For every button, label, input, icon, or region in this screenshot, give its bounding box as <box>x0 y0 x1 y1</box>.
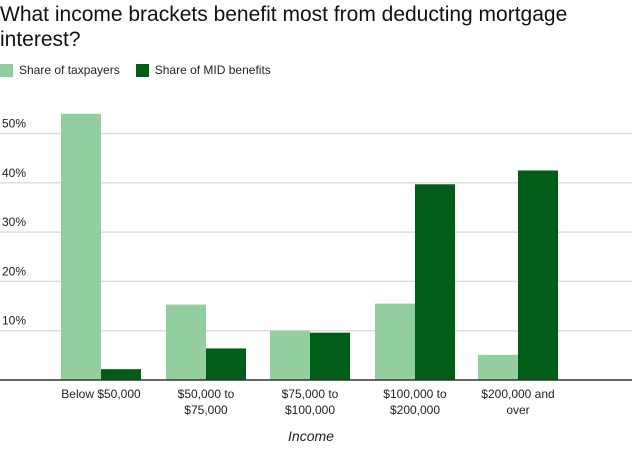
x-tick-label: $75,000 to <box>282 387 339 401</box>
bar-mid-benefits <box>518 170 558 380</box>
y-tick-label: 50% <box>2 117 26 131</box>
bar-taxpayers <box>61 113 101 380</box>
legend-item-mid-benefits: Share of MID benefits <box>135 63 271 77</box>
chart-title: What income brackets benefit most from d… <box>0 3 568 51</box>
bar-mid-benefits <box>415 184 455 380</box>
x-tick-label: $200,000 <box>390 403 440 417</box>
bar-mid-benefits <box>310 332 350 380</box>
legend-label-taxpayers: Share of taxpayers <box>19 63 120 77</box>
bar-taxpayers <box>166 304 206 380</box>
y-tick-label: 20% <box>2 264 26 278</box>
bar-taxpayers <box>375 303 415 380</box>
bar-mid-benefits <box>101 369 141 380</box>
x-tick-label: $100,000 to <box>383 387 447 401</box>
y-tick-label: 40% <box>2 166 26 180</box>
legend-label-mid-benefits: Share of MID benefits <box>154 63 271 77</box>
x-tick-label: Below $50,000 <box>61 387 141 401</box>
legend-item-taxpayers: Share of taxpayers <box>0 63 120 77</box>
legend-swatch-mid-benefits <box>135 63 149 77</box>
x-tick-label: $50,000 to <box>178 387 235 401</box>
x-tick-label: $200,000 and <box>481 387 554 401</box>
x-axis-title: Income <box>288 428 334 444</box>
bar-taxpayers <box>270 330 310 380</box>
x-tick-label: over <box>506 403 529 417</box>
legend: Share of taxpayers Share of MID benefits <box>0 63 271 77</box>
x-tick-label: $100,000 <box>285 403 335 417</box>
bar-taxpayers <box>478 354 518 380</box>
y-tick-label: 10% <box>2 314 26 328</box>
y-tick-label: 30% <box>2 215 26 229</box>
legend-swatch-taxpayers <box>0 63 13 77</box>
bar-mid-benefits <box>206 348 246 380</box>
x-tick-label: $75,000 <box>184 403 228 417</box>
